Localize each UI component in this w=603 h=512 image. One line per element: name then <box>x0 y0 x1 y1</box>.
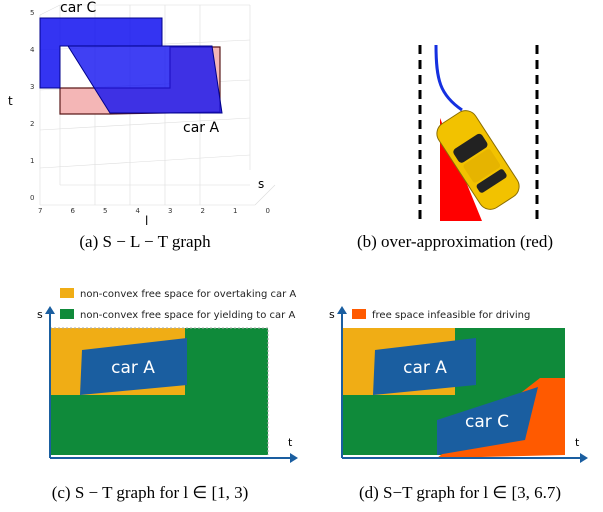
t-ticks: 0 1 2 3 4 5 <box>30 9 35 202</box>
legend-label: non-convex free space for overtaking car… <box>80 289 296 300</box>
t-tick-label: 5 <box>30 9 34 17</box>
axis-label: t <box>575 436 580 449</box>
axis-label: s <box>37 308 43 321</box>
t-tick-label: 0 <box>30 194 34 202</box>
t-tick-label: 4 <box>30 46 35 54</box>
caption: (a) S − L − T graph <box>79 232 211 251</box>
trajectory <box>436 45 462 110</box>
t-tick-label: 1 <box>30 157 34 165</box>
l-tick-label: 5 <box>103 207 107 215</box>
figure: car C car A t l s 0 1 2 3 4 5 7 6 5 4 3 2 1 0 (a) S … <box>0 0 603 512</box>
l-tick-label: 3 <box>168 207 172 215</box>
label: car A <box>403 358 447 378</box>
axis-label: t <box>8 94 13 108</box>
legend-swatch <box>60 309 74 319</box>
axis-label: l <box>145 214 148 228</box>
arrow <box>290 453 298 463</box>
legend-swatch <box>352 309 366 319</box>
t-tick-label: 2 <box>30 120 34 128</box>
arrow <box>45 306 55 314</box>
axis-label: t <box>288 436 293 449</box>
legend-label: non-convex free space for yielding to ca… <box>80 310 295 321</box>
l-tick-label: 1 <box>233 207 237 215</box>
caption: (c) S − T graph for l ∈ [1, 3) <box>52 483 249 502</box>
l-tick-label: 0 <box>266 207 270 215</box>
l-ticks: 7 6 5 4 3 2 1 0 <box>38 207 270 215</box>
label: car C <box>60 0 96 16</box>
l-tick-label: 4 <box>136 207 141 215</box>
arrow <box>337 306 347 314</box>
label: car A <box>183 120 219 136</box>
axis-label: s <box>329 308 335 321</box>
axis-label: s <box>258 177 264 191</box>
l-tick-label: 2 <box>201 207 205 215</box>
label: car C <box>465 412 509 432</box>
legend-label: free space infeasible for driving <box>372 310 530 321</box>
l-tick-label: 6 <box>71 207 76 215</box>
t-tick-label: 3 <box>30 83 34 91</box>
legend-swatch <box>60 288 74 298</box>
l-tick-label: 7 <box>38 207 42 215</box>
caption: (d) S−T graph for l ∈ [3, 6.7) <box>359 483 561 502</box>
arrow <box>580 453 588 463</box>
caption: (b) over-approximation (red) <box>357 232 553 251</box>
label: car A <box>111 358 155 378</box>
